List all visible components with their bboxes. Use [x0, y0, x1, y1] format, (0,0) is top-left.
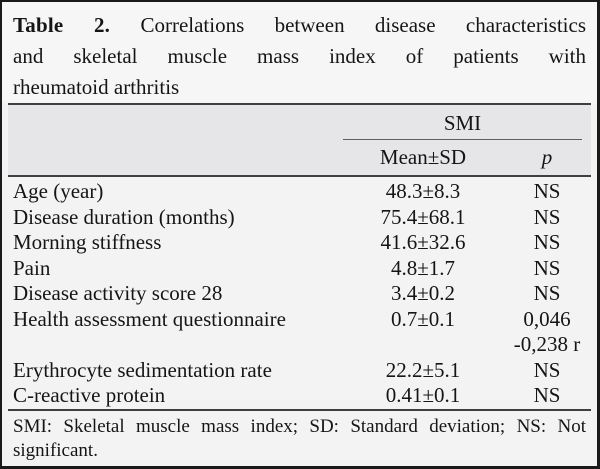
row-label: Morning stiffness	[13, 230, 162, 254]
divider-footnote	[8, 408, 591, 411]
row-label: Age (year)	[13, 179, 104, 203]
mean-sd-value: 0.7±0.1	[390, 306, 456, 331]
p-value: NS	[533, 255, 561, 280]
p-value: NS	[533, 179, 561, 203]
row-label	[13, 332, 343, 358]
row-label: Health assessment questionnaire	[13, 306, 286, 331]
header-group-cell: SMI	[343, 105, 591, 141]
mean-sd-value: 41.6±32.6	[380, 230, 466, 254]
table-caption: Table 2. Correlations between disease ch…	[2, 2, 597, 103]
table-row: -0,238 r	[2, 332, 597, 358]
row-label: Erythrocyte sedimentation rate	[13, 357, 272, 382]
row-label: Disease duration (months)	[13, 204, 235, 229]
p-value: NS	[533, 204, 561, 229]
table-body: Age (year) 48.3±8.3 NS Disease duration …	[2, 177, 597, 409]
header-group-label: SMI	[343, 110, 582, 140]
mean-sd-value: 3.4±0.2	[390, 281, 456, 305]
table-header: SMI Mean±SD p	[8, 105, 591, 175]
table-row: Pain 4.8±1.7 NS	[2, 256, 597, 282]
mean-sd-value	[343, 332, 503, 358]
caption-line-1: Table 2. Correlations between disease ch…	[13, 10, 586, 41]
caption-text-1: Correlations between disease characteris…	[140, 13, 586, 37]
divider-header	[8, 175, 591, 177]
header-mean-sd: Mean±SD	[379, 145, 467, 169]
mean-sd-value: 48.3±8.3	[385, 179, 461, 203]
footnote-line-1: SMI: Skeletal muscle mass index; SD: Sta…	[13, 415, 586, 437]
table-row: Morning stiffness 41.6±32.6 NS	[2, 230, 597, 256]
table-row: Age (year) 48.3±8.3 NS	[2, 179, 597, 205]
p-value: NS	[533, 357, 561, 382]
row-label: C-reactive protein	[13, 383, 166, 407]
p-value: NS	[533, 230, 561, 254]
table-row: C-reactive protein 0.41±0.1 NS	[2, 383, 597, 409]
table-row: Erythrocyte sedimentation rate 22.2±5.1 …	[2, 358, 597, 384]
caption-line-2: and skeletal muscle mass index of patien…	[13, 44, 586, 68]
table-row: Disease duration (months) 75.4±68.1 NS	[2, 205, 597, 231]
caption-line-3: rheumatoid arthritis	[13, 75, 180, 99]
p-value: NS	[533, 281, 561, 305]
p-value: NS	[533, 383, 561, 407]
mean-sd-value: 4.8±1.7	[390, 255, 456, 280]
divider-top	[8, 103, 591, 105]
table-number: Table 2.	[13, 13, 111, 37]
mean-sd-value: 22.2±5.1	[385, 357, 461, 382]
table-row: Health assessment questionnaire 0.7±0.1 …	[2, 307, 597, 333]
row-label: Disease activity score 28	[13, 281, 223, 305]
footnote-line-2: significant.	[13, 439, 98, 461]
mean-sd-value: 0.41±0.1	[385, 383, 461, 407]
header-empty-cell	[13, 105, 343, 141]
p-value: 0,046	[523, 306, 571, 331]
header-empty-cell-2	[13, 141, 343, 175]
row-label: Pain	[13, 255, 51, 280]
header-p: p	[541, 145, 553, 169]
p-value: -0,238 r	[513, 332, 581, 356]
table-footnote: SMI: Skeletal muscle mass index; SD: Sta…	[2, 411, 597, 463]
table-row: Disease activity score 28 3.4±0.2 NS	[2, 281, 597, 307]
mean-sd-value: 75.4±68.1	[380, 204, 466, 229]
